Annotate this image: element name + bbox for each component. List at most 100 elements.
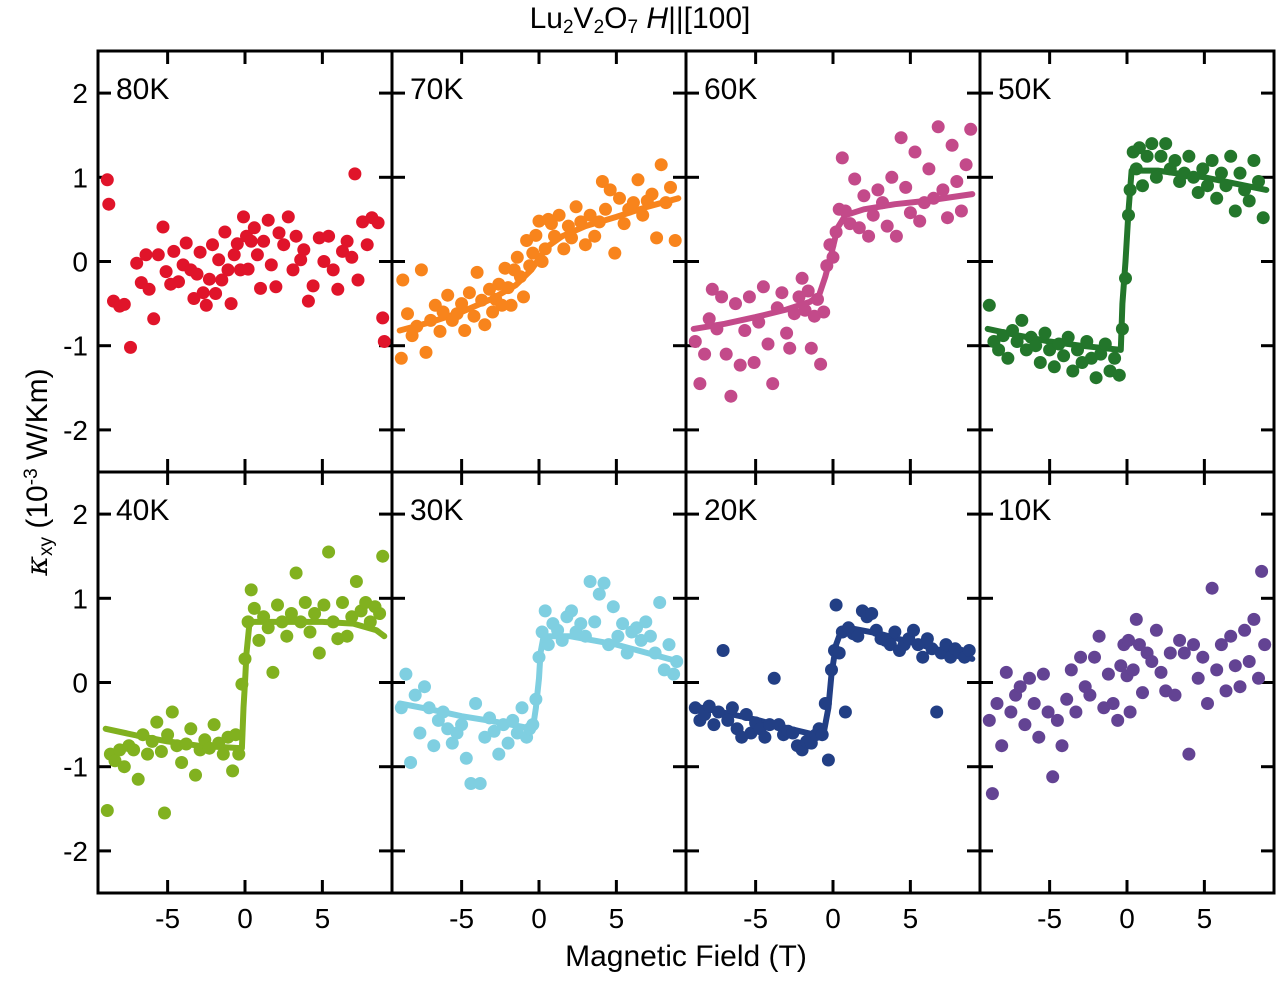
data-point [639, 615, 653, 629]
data-point [1205, 581, 1219, 595]
data-point [1089, 371, 1103, 385]
data-point [838, 705, 852, 719]
data-point [464, 777, 478, 790]
data-point [786, 726, 800, 740]
y-axis-units: W/Km) [21, 368, 54, 469]
data-point [450, 307, 464, 321]
data-point [742, 290, 756, 304]
data-point [597, 576, 611, 590]
data-point [154, 745, 168, 758]
data-point [829, 598, 843, 612]
data-point [427, 739, 441, 753]
data-point [1210, 663, 1224, 677]
x-tick-label: 0 [1119, 903, 1135, 934]
data-point [739, 708, 753, 721]
data-point [252, 633, 266, 647]
data-point [835, 151, 849, 165]
data-point [787, 307, 801, 321]
data-point [396, 273, 410, 287]
data-point [159, 265, 173, 279]
panel-label: 50K [998, 73, 1051, 106]
data-point [871, 183, 885, 197]
data-point [962, 644, 976, 657]
y-tick-label: 1 [72, 162, 88, 193]
data-point [1242, 194, 1256, 208]
data-point [269, 280, 283, 294]
x-tick-label: 5 [1197, 903, 1213, 934]
x-tick-label: 5 [315, 903, 331, 934]
data-point [189, 768, 202, 782]
data-point [436, 705, 450, 719]
data-point [294, 253, 308, 267]
data-point [1057, 349, 1071, 363]
data-point [710, 322, 724, 336]
x-tick-label: 0 [825, 903, 841, 934]
data-point [852, 221, 866, 235]
data-point [280, 629, 294, 643]
data-point [848, 172, 862, 186]
data-point [348, 167, 362, 181]
data-point [1108, 351, 1122, 365]
data-point [959, 158, 973, 172]
data-point [150, 715, 164, 729]
data-point [1052, 337, 1066, 351]
data-point [336, 596, 349, 609]
data-point [218, 225, 232, 239]
data-point [1187, 170, 1200, 184]
data-point [1252, 671, 1265, 685]
data-point [838, 204, 852, 218]
data-point [238, 652, 252, 666]
data-point [100, 173, 114, 187]
data-point [308, 607, 322, 620]
data-point [903, 206, 917, 220]
data-point [645, 187, 659, 201]
data-point [336, 244, 349, 258]
data-point [241, 262, 255, 276]
data-point [413, 726, 427, 740]
data-point [648, 646, 662, 660]
data-point [529, 228, 543, 242]
data-point [592, 587, 606, 601]
data-point [399, 667, 413, 681]
data-point [165, 705, 179, 719]
data-point [1114, 659, 1128, 673]
data-point [721, 713, 735, 727]
data-point [1228, 659, 1242, 673]
panel-label: 20K [704, 494, 757, 527]
data-point [184, 722, 198, 736]
data-point [445, 736, 459, 750]
data-point [992, 343, 1006, 357]
data-point [1210, 191, 1224, 205]
data-point [1123, 183, 1137, 197]
data-point [1018, 718, 1032, 732]
title-formula-part-3: 2 [593, 17, 605, 38]
data-point [1015, 313, 1029, 327]
data-point [1129, 612, 1143, 626]
data-point [1004, 705, 1018, 719]
data-point [865, 607, 879, 620]
data-point [1140, 149, 1154, 163]
data-point [555, 633, 569, 647]
data-point [486, 305, 500, 319]
data-point [1046, 770, 1060, 784]
data-point [1214, 638, 1228, 652]
data-point [1247, 612, 1261, 626]
y-tick-label: 0 [72, 247, 88, 278]
data-point [371, 216, 385, 230]
data-point [578, 629, 592, 643]
data-point [565, 231, 578, 245]
data-point [224, 297, 238, 311]
title-formula-part-1: 2 [562, 17, 574, 38]
data-point [212, 253, 226, 267]
data-point [271, 598, 284, 612]
data-point [1066, 364, 1080, 378]
data-point [298, 596, 312, 609]
data-point [1145, 137, 1159, 151]
y-tick-label: -2 [63, 415, 88, 446]
fit-line [396, 633, 682, 732]
x-tick-label: -5 [1037, 903, 1062, 934]
data-point [257, 610, 271, 624]
data-point [156, 220, 170, 234]
data-point [254, 281, 267, 295]
data-point [1115, 322, 1129, 336]
